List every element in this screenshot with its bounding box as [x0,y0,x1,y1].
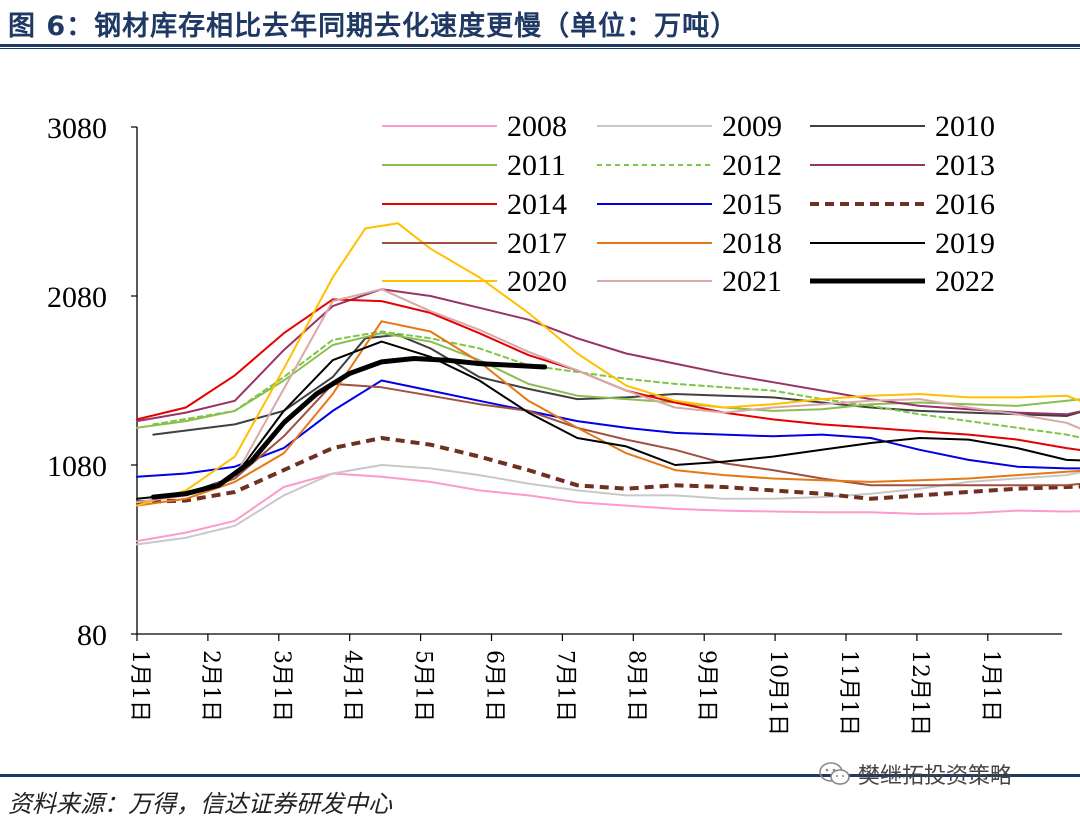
series-line-2014 [136,298,1080,451]
chart-axes: 80 1080 2080 3080 1月1日 2月1日 3月1日 4月1日 5月1日 6月1日 7月… [47,112,1062,736]
figure-title: 图 6：钢材库存相比去年同期去化速度更慢（单位：万吨） [8,11,739,42]
bottom-rule [0,774,1080,777]
series-line-2020 [136,222,1080,507]
legend-label-2022: 2022 [935,265,995,298]
x-tick-label: 10月1日 [765,650,790,736]
legend-label-2014: 2014 [507,188,567,221]
wechat-icon [819,762,850,785]
x-tick-label: 7月1日 [552,650,577,722]
series-line-2018 [136,320,1080,507]
x-tick-label: 1月1日 [127,650,152,722]
x-tick-label: 12月1日 [907,650,932,736]
line-chart: 80 1080 2080 3080 1月1日 2月1日 3月1日 4月1日 5月1日 6月1日 7月… [47,110,1080,736]
x-tick-label: 3月1日 [269,650,294,722]
y-tick-label: 1080 [47,450,107,483]
title-rule [0,44,1080,47]
legend-label-2020: 2020 [507,265,567,298]
legend-label-2009: 2009 [722,110,782,143]
series-line-2015 [136,379,1080,478]
legend-label-2017: 2017 [507,227,567,260]
series-line-2012 [152,330,1080,439]
watermark: 樊继拓投资策略 [818,757,1012,791]
x-tick-label: 8月1日 [623,650,648,722]
x-tick-label: 2月1日 [198,650,223,722]
legend-label-2010: 2010 [935,110,995,143]
y-tick-label: 80 [77,619,107,652]
x-tick-label: 9月1日 [694,650,719,722]
legend-label-2016: 2016 [935,188,995,221]
x-tick-label: 5月1日 [411,650,436,722]
legend-label-2018: 2018 [722,227,782,260]
legend-label-2012: 2012 [722,149,782,182]
title-rule-thin [0,48,1080,49]
series-line-2019 [136,340,1080,500]
series-line-2008 [136,472,1080,543]
chart-legend: 2008 2009 2010 2011 2012 2013 2014 2015 2016 2017… [382,110,995,298]
legend-label-2011: 2011 [507,149,566,182]
x-tick-label: 6月1日 [482,650,507,722]
series-line-2011 [136,332,1080,429]
legend-label-2013: 2013 [935,149,995,182]
watermark-text: 樊继拓投资策略 [858,764,1013,789]
source-note: 资料来源：万得，信达证券研发中心 [8,790,392,818]
legend-label-2021: 2021 [722,265,782,298]
series-line-2016 [136,436,1080,505]
x-tick-label: 11月1日 [836,650,861,736]
legend-label-2008: 2008 [507,110,567,143]
series-line-2021 [136,288,1080,504]
x-tick-label: 1月1日 [978,650,1003,722]
chart-series [136,222,1080,546]
y-tick-label: 2080 [47,281,107,314]
legend-label-2015: 2015 [722,188,782,221]
series-line-2022 [150,356,548,500]
legend-label-2019: 2019 [935,227,995,260]
y-tick-label: 3080 [47,112,107,145]
x-tick-label: 4月1日 [340,650,365,722]
series-line-2013 [136,288,1080,423]
title-bar: 图 6：钢材库存相比去年同期去化速度更慢（单位：万吨） [0,0,1080,49]
